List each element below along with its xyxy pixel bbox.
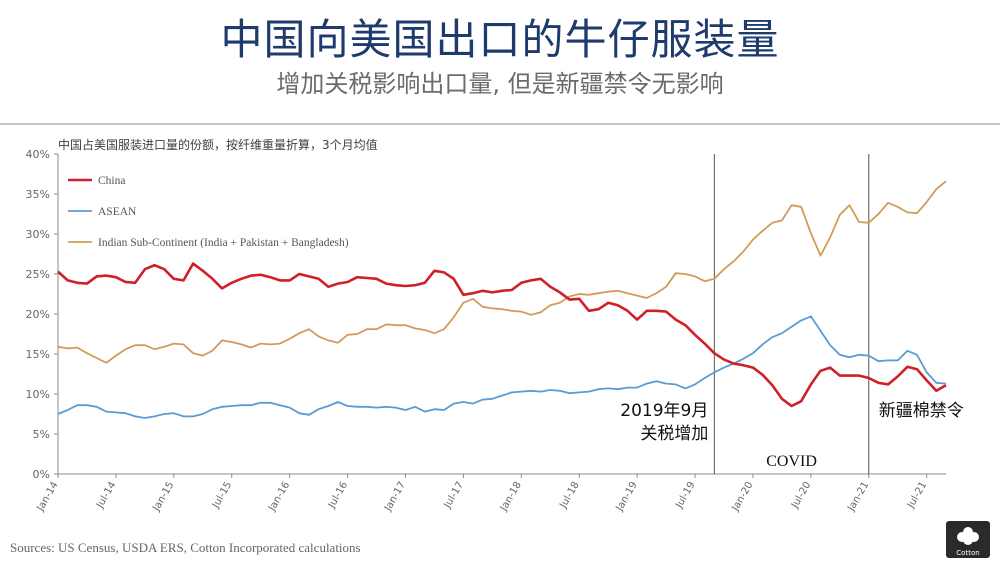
header-divider (0, 123, 1000, 125)
period-label: COVID (766, 453, 817, 470)
x-tick-label: Jan-16 (266, 480, 292, 514)
x-tick-label: Jul-18 (558, 480, 582, 511)
x-tick-label: Jul-17 (442, 480, 466, 511)
x-tick-label: Jan-15 (151, 480, 177, 514)
x-tick-label: Jan-19 (614, 480, 640, 514)
source-note: Sources: US Census, USDA ERS, Cotton Inc… (10, 540, 361, 555)
y-tick-label: 20% (26, 308, 50, 321)
legend-label: Indian Sub-Continent (India + Pakistan +… (98, 237, 349, 249)
cotton-logo-icon: Cotton (946, 521, 990, 558)
legend-label: China (98, 175, 125, 187)
event-label: 关税增加 (640, 424, 708, 444)
x-tick-label: Jan-17 (382, 480, 408, 514)
y-tick-label: 35% (26, 188, 50, 201)
x-tick-label: Jul-19 (673, 480, 697, 511)
chart-note: 中国占美国服装进口量的份额，按纤维重量折算，3个月均值 (58, 137, 378, 152)
event-label: 新疆棉禁令 (879, 401, 964, 421)
y-tick-label: 40% (26, 148, 50, 161)
event-label: 2019年9月 (620, 401, 708, 421)
page-title: 中国向美国出口的牛仔服装量 (220, 15, 780, 64)
x-tick-label: Jan-14 (35, 480, 61, 514)
chart-legend: China ASEAN Indian Sub-Continent (India + … (68, 175, 349, 249)
x-tick-label: Jan-18 (498, 480, 524, 514)
page-subtitle: 增加关税影响出口量, 但是新疆禁令无影响 (276, 70, 724, 98)
y-tick-label: 5% (33, 428, 50, 441)
y-tick-label: 0% (33, 468, 50, 481)
line-chart: 中国占美国服装进口量的份额，按纤维重量折算，3个月均值 0% 5% 10% 15% 20… (26, 137, 964, 514)
cotton-logo-text: Cotton (956, 549, 979, 557)
y-tick-label: 30% (26, 228, 50, 241)
data-series (57, 180, 947, 419)
series-line-china (57, 262, 947, 408)
x-tick-label: Jul-16 (326, 480, 350, 511)
x-tick-label: Jan-20 (730, 480, 756, 514)
y-tick-label: 10% (26, 388, 50, 401)
series-line-indian-sub-continent (57, 180, 947, 364)
x-tick-label: Jul-21 (905, 480, 929, 511)
x-tick-label: Jul-20 (789, 480, 813, 511)
x-tick-label: Jul-15 (210, 480, 234, 511)
y-tick-label: 25% (26, 268, 50, 281)
x-tick-label: Jan-21 (845, 480, 871, 514)
y-tick-label: 15% (26, 348, 50, 361)
x-tick-label: Jul-14 (94, 480, 118, 511)
legend-label: ASEAN (98, 206, 137, 218)
series-line-asean (57, 315, 947, 419)
